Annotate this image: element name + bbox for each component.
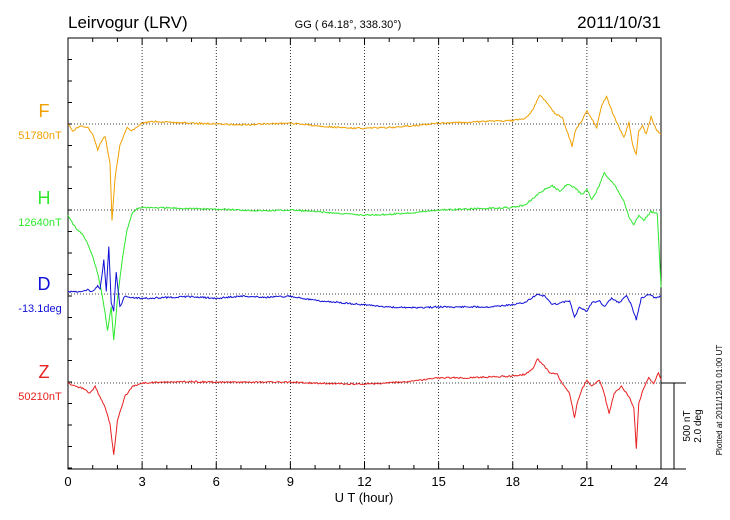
series-name-d: D: [38, 274, 51, 294]
scale-label-deg: 2.0 deg: [693, 409, 704, 442]
x-tick-label: 0: [64, 474, 71, 489]
series-baseline-z: 50210nT: [18, 391, 62, 403]
x-tick-label: 9: [287, 474, 294, 489]
trace-d: [67, 246, 662, 321]
series-baseline-h: 12640nT: [18, 217, 62, 229]
scale-label-nt: 500 nT: [682, 410, 693, 441]
plotted-note: Plotted at 2011/12/01 01:00 UT: [715, 345, 724, 456]
vertical-grid: [141, 38, 588, 469]
x-tick-label: 12: [357, 474, 371, 489]
station-title: Leirvogur (LRV): [68, 13, 188, 32]
scale-bar: 500 nT 2.0 deg: [661, 382, 704, 470]
x-tick-label: 15: [431, 474, 445, 489]
traces: [67, 94, 662, 455]
trace-h: [67, 171, 662, 341]
x-tick-label: 3: [139, 474, 146, 489]
x-tick-labels: 0 3 6 9 12 15 18 21 24: [64, 474, 668, 489]
x-tick-label: 18: [506, 474, 520, 489]
series-labels: F 51780nT H 12640nT D -13.1deg Z 50210nT: [18, 101, 62, 403]
coordinates-label: GG ( 64.18°, 338.30°): [295, 19, 402, 31]
x-tick-label: 6: [213, 474, 220, 489]
series-baseline-d: -13.1deg: [18, 303, 61, 315]
date-label: 2011/10/31: [577, 13, 661, 32]
series-name-f: F: [39, 101, 50, 121]
series-name-h: H: [38, 188, 51, 208]
x-tick-label: 24: [654, 474, 668, 489]
x-axis-title: U T (hour): [335, 490, 394, 505]
series-baseline-f: 51780nT: [18, 130, 62, 142]
series-name-z: Z: [39, 362, 50, 382]
x-tick-label: 21: [580, 474, 594, 489]
trace-z: [67, 358, 662, 455]
trace-f: [67, 94, 662, 221]
axis-ticks: [67, 37, 662, 469]
